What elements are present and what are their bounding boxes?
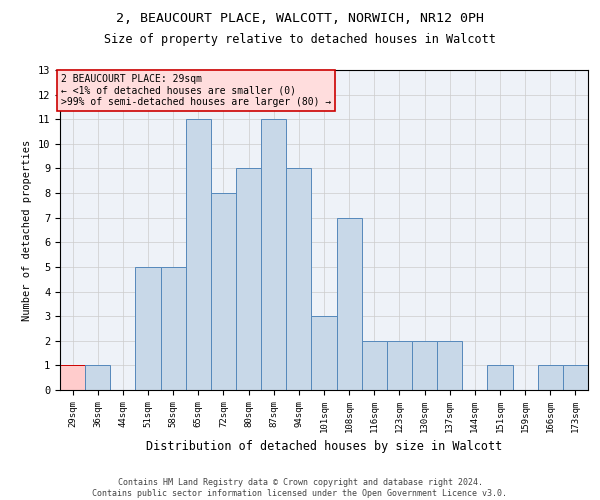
Bar bbox=[563, 366, 588, 390]
Bar bbox=[211, 193, 236, 390]
Text: Contains HM Land Registry data © Crown copyright and database right 2024.
Contai: Contains HM Land Registry data © Crown c… bbox=[92, 478, 508, 498]
Bar bbox=[412, 341, 437, 390]
Bar bbox=[236, 168, 261, 390]
Bar bbox=[487, 366, 512, 390]
Bar bbox=[362, 341, 387, 390]
Bar bbox=[311, 316, 337, 390]
Text: 2, BEAUCOURT PLACE, WALCOTT, NORWICH, NR12 0PH: 2, BEAUCOURT PLACE, WALCOTT, NORWICH, NR… bbox=[116, 12, 484, 26]
Bar bbox=[261, 119, 286, 390]
Bar bbox=[387, 341, 412, 390]
Y-axis label: Number of detached properties: Number of detached properties bbox=[22, 140, 32, 320]
Bar bbox=[161, 267, 186, 390]
Bar bbox=[286, 168, 311, 390]
Bar bbox=[85, 366, 110, 390]
Bar bbox=[437, 341, 462, 390]
Bar bbox=[186, 119, 211, 390]
Bar bbox=[337, 218, 362, 390]
X-axis label: Distribution of detached houses by size in Walcott: Distribution of detached houses by size … bbox=[146, 440, 502, 454]
Bar bbox=[538, 366, 563, 390]
Text: 2 BEAUCOURT PLACE: 29sqm
← <1% of detached houses are smaller (0)
>99% of semi-d: 2 BEAUCOURT PLACE: 29sqm ← <1% of detach… bbox=[61, 74, 332, 107]
Bar bbox=[136, 267, 161, 390]
Text: Size of property relative to detached houses in Walcott: Size of property relative to detached ho… bbox=[104, 32, 496, 46]
Bar bbox=[60, 366, 85, 390]
